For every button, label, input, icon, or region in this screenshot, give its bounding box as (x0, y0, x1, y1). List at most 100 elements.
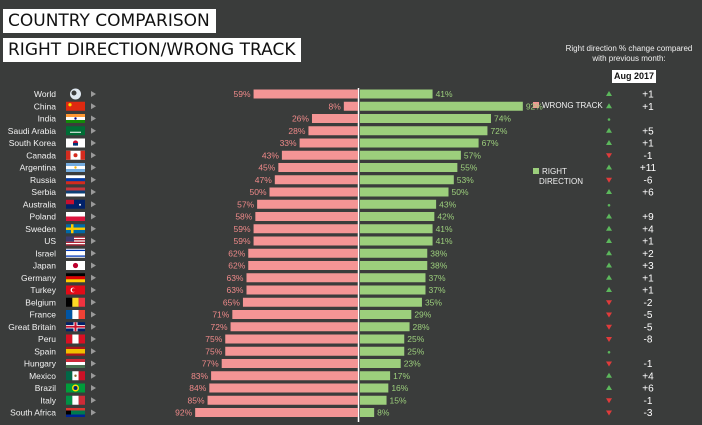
category-label: Spain (34, 346, 56, 356)
bar-right-direction (360, 236, 433, 246)
data-label-right-direction: 55% (460, 163, 477, 173)
change-up-icon (606, 164, 612, 170)
data-label-right-direction: 57% (464, 150, 481, 160)
row-expand-icon (91, 409, 96, 416)
bar-right-direction (360, 297, 422, 307)
row-expand-icon (91, 311, 96, 318)
change-value: +9 (642, 212, 654, 223)
change-flat-icon (607, 350, 611, 354)
data-label-wrong-track: 47% (255, 175, 272, 185)
bar-wrong-track (246, 273, 358, 283)
flag-icon-south-africa (66, 408, 85, 417)
category-label: Italy (40, 395, 56, 405)
change-note: Right direction % change compared with p… (565, 44, 693, 63)
change-down-icon (606, 300, 612, 306)
flag-icon-peru (66, 334, 85, 344)
data-label-right-direction: 41% (436, 236, 453, 246)
data-label-wrong-track: 58% (235, 212, 252, 222)
change-value: +1 (642, 139, 654, 150)
change-value: +2 (642, 249, 654, 260)
change-up-icon (606, 262, 612, 268)
change-value: +1 (642, 237, 654, 248)
row-expand-icon (91, 127, 96, 134)
change-value: +3 (642, 261, 654, 272)
category-label: Brazil (35, 383, 56, 393)
data-label-wrong-track: 8% (329, 101, 342, 111)
bar-wrong-track (343, 101, 358, 111)
data-label-right-direction: 35% (425, 297, 442, 307)
change-up-icon (606, 127, 612, 133)
bar-right-direction (360, 187, 449, 197)
legend-wrong-label: WRONG TRACK (542, 101, 603, 110)
change-up-icon (606, 274, 612, 280)
change-flat-icon (607, 118, 611, 121)
bar-wrong-track (278, 163, 358, 172)
bar-right-direction (360, 150, 461, 160)
change-up-icon (606, 287, 612, 292)
flag-icon-brazil (66, 383, 85, 393)
bar-wrong-track (255, 212, 358, 221)
category-label: Australia (23, 199, 56, 209)
change-value: +4 (642, 371, 654, 382)
change-down-icon (606, 324, 612, 330)
change-value: +4 (642, 224, 654, 235)
data-label-right-direction: 74% (494, 114, 511, 124)
row-expand-icon (91, 274, 96, 281)
legend-right-swatch (533, 168, 539, 174)
data-label-right-direction: 41% (436, 224, 453, 234)
bar-right-direction (360, 175, 454, 185)
data-label-wrong-track: 57% (237, 199, 254, 209)
period-badge: Aug 2017 (612, 70, 656, 83)
bar-right-direction (360, 89, 433, 99)
bar-right-direction (360, 101, 523, 111)
data-label-wrong-track: 63% (226, 273, 243, 283)
change-value: -5 (644, 310, 653, 321)
category-label: Turkey (30, 285, 56, 295)
row-expand-icon (91, 348, 96, 355)
data-label-wrong-track: 77% (202, 359, 219, 369)
bar-right-direction (360, 371, 391, 381)
category-label: France (30, 310, 57, 320)
change-up-icon (606, 225, 612, 231)
flag-icon-argentina (66, 163, 85, 172)
change-value: -1 (644, 151, 653, 162)
data-label-wrong-track: 92% (175, 408, 192, 418)
change-down-icon (606, 337, 612, 342)
row-expand-icon (91, 225, 96, 232)
bar-wrong-track (299, 138, 358, 148)
legend-wrong-swatch (533, 102, 539, 108)
chart-title: COUNTRY COMPARISON (3, 9, 216, 33)
change-value: +5 (642, 126, 654, 137)
category-label: South Africa (10, 408, 56, 418)
data-label-wrong-track: 45% (258, 163, 275, 173)
change-value: +1 (642, 90, 654, 101)
change-value: +1 (642, 286, 654, 297)
row-expand-icon (91, 213, 96, 220)
data-label-right-direction: 28% (413, 322, 430, 332)
category-label: Belgium (25, 297, 56, 307)
data-label-wrong-track: 62% (228, 261, 245, 271)
flag-icon-italy (66, 395, 85, 405)
flag-icon-us (66, 236, 85, 246)
data-label-right-direction: 15% (390, 395, 407, 405)
data-label-right-direction: 16% (391, 383, 408, 393)
bar-wrong-track (248, 248, 358, 258)
data-label-wrong-track: 65% (223, 297, 240, 307)
bar-right-direction (360, 126, 488, 136)
bar-wrong-track (211, 371, 358, 381)
flag-icon-poland (66, 212, 85, 221)
row-expand-icon (91, 238, 96, 244)
change-value: -2 (644, 298, 653, 309)
change-down-icon (606, 398, 612, 404)
change-up-icon (606, 189, 612, 194)
flag-icon-world (70, 88, 81, 100)
change-up-icon (606, 91, 612, 96)
category-label: Russia (30, 175, 56, 185)
change-flat-icon (607, 203, 611, 207)
row-expand-icon (91, 115, 96, 122)
data-label-right-direction: 17% (393, 371, 410, 381)
row-expand-icon (91, 323, 96, 330)
bar-wrong-track (232, 310, 358, 319)
bar-right-direction (360, 359, 401, 368)
change-value: +1 (642, 102, 654, 113)
